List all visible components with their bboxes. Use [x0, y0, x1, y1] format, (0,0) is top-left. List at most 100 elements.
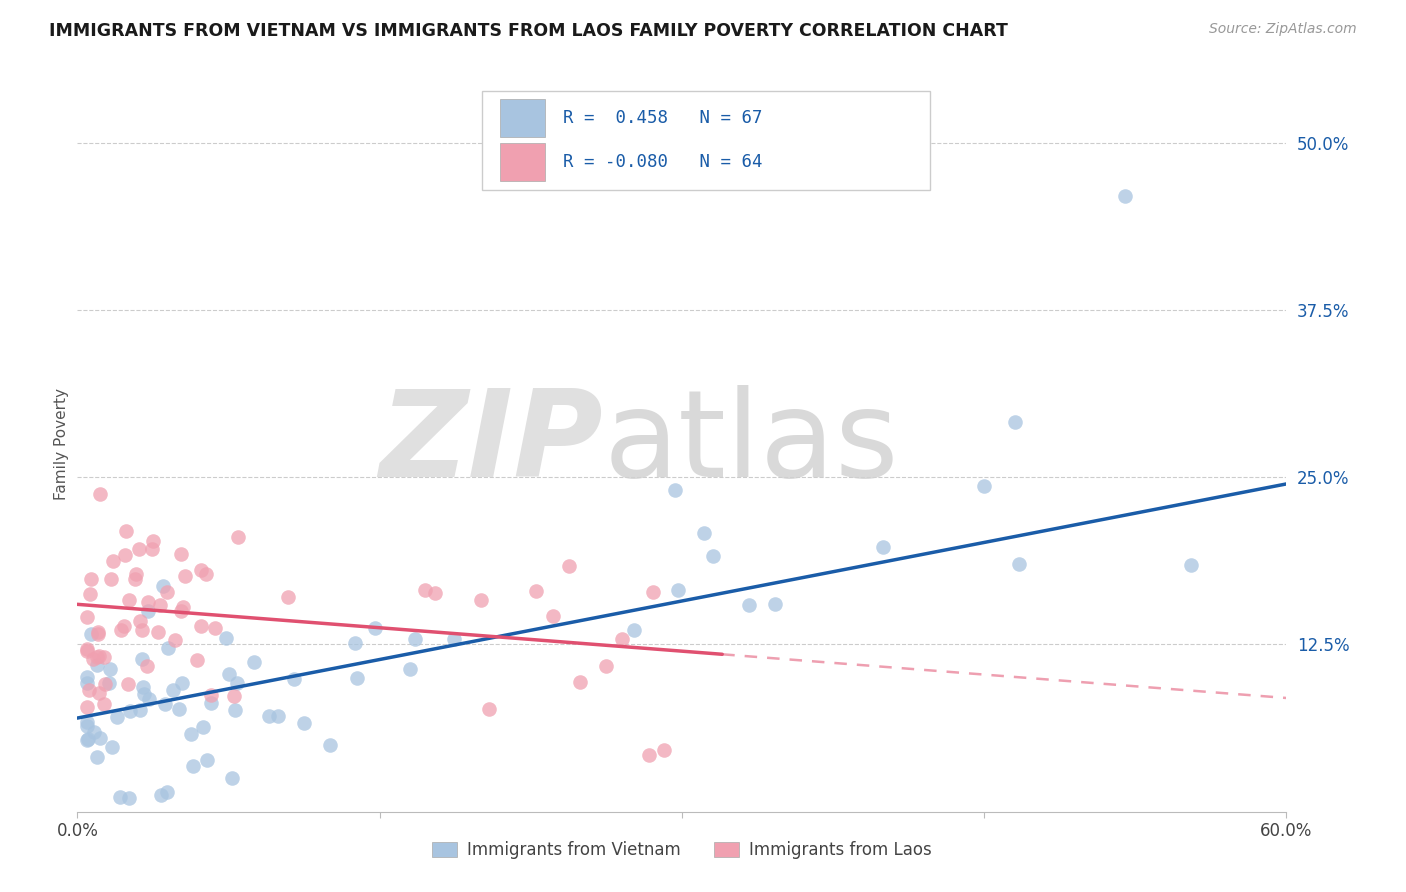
Point [131, 652, 153, 666]
Point [215, 631, 238, 645]
Y-axis label: Family Poverty: Family Poverty [53, 388, 69, 500]
Point [763, 597, 786, 611]
Point [80, 572, 103, 586]
Point [558, 559, 581, 574]
Point [118, 593, 141, 607]
Point [76, 699, 98, 714]
Point [115, 524, 138, 538]
Point [129, 614, 152, 628]
Point [94, 677, 117, 691]
FancyBboxPatch shape [501, 100, 546, 137]
Point [1008, 557, 1031, 571]
Point [623, 623, 645, 637]
Point [204, 621, 226, 635]
Point [76, 670, 98, 684]
Point [101, 739, 124, 754]
Point [652, 743, 675, 757]
Point [114, 548, 136, 562]
Point [89, 649, 111, 664]
Point [610, 632, 633, 646]
Point [973, 478, 995, 492]
Point [568, 675, 591, 690]
Point [170, 603, 193, 617]
Point [118, 791, 141, 805]
Point [157, 640, 180, 655]
Point [86, 750, 108, 764]
Point [541, 608, 564, 623]
Point [83, 724, 105, 739]
Legend: Immigrants from Vietnam, Immigrants from Laos: Immigrants from Vietnam, Immigrants from… [426, 835, 938, 866]
Point [200, 696, 222, 710]
Point [242, 655, 264, 669]
Point [1180, 558, 1202, 573]
Point [110, 623, 132, 637]
Point [162, 682, 184, 697]
Point [413, 582, 436, 597]
Point [226, 676, 249, 690]
Point [128, 541, 150, 556]
Point [319, 738, 342, 752]
Point [259, 708, 281, 723]
Point [153, 697, 176, 711]
Text: R =  0.458   N = 67: R = 0.458 N = 67 [562, 110, 762, 128]
Point [120, 704, 142, 718]
Point [89, 487, 111, 501]
Point [76, 642, 98, 657]
Point [87, 624, 110, 639]
Point [124, 567, 146, 582]
Point [191, 720, 214, 734]
Point [200, 688, 222, 702]
Point [93, 650, 115, 665]
Point [112, 619, 135, 633]
Point [399, 662, 422, 676]
Point [86, 650, 108, 665]
Point [872, 540, 894, 554]
Point [292, 716, 315, 731]
Point [76, 719, 98, 733]
Point [149, 598, 172, 612]
Point [638, 747, 661, 762]
Point [136, 595, 159, 609]
Point [142, 533, 165, 548]
Point [87, 627, 110, 641]
Point [404, 632, 426, 647]
Point [165, 632, 187, 647]
Text: R = -0.080   N = 64: R = -0.080 N = 64 [562, 153, 762, 171]
Point [124, 572, 146, 586]
Point [364, 621, 387, 635]
Point [224, 703, 246, 717]
Point [277, 590, 299, 604]
Point [167, 702, 190, 716]
Point [98, 662, 121, 676]
Point [595, 659, 617, 673]
Point [76, 644, 98, 658]
Point [666, 582, 689, 597]
Point [80, 626, 103, 640]
Point [221, 771, 243, 785]
Point [131, 680, 153, 694]
Point [152, 579, 174, 593]
Point [146, 625, 169, 640]
Point [149, 789, 172, 803]
Point [180, 726, 202, 740]
Point [190, 563, 212, 577]
Point [346, 671, 368, 685]
Point [1004, 415, 1026, 429]
Text: IMMIGRANTS FROM VIETNAM VS IMMIGRANTS FROM LAOS FAMILY POVERTY CORRELATION CHART: IMMIGRANTS FROM VIETNAM VS IMMIGRANTS FR… [49, 22, 1008, 40]
Point [86, 658, 108, 673]
Point [93, 697, 115, 711]
Point [131, 624, 153, 638]
Point [470, 593, 492, 607]
Point [89, 731, 111, 746]
Point [267, 709, 290, 723]
Point [76, 675, 98, 690]
Point [226, 530, 249, 544]
Point [77, 731, 100, 746]
FancyBboxPatch shape [482, 90, 929, 190]
Point [136, 604, 159, 618]
Point [702, 549, 724, 563]
Point [101, 554, 124, 568]
Point [664, 483, 686, 498]
Point [443, 632, 465, 646]
Point [344, 636, 367, 650]
